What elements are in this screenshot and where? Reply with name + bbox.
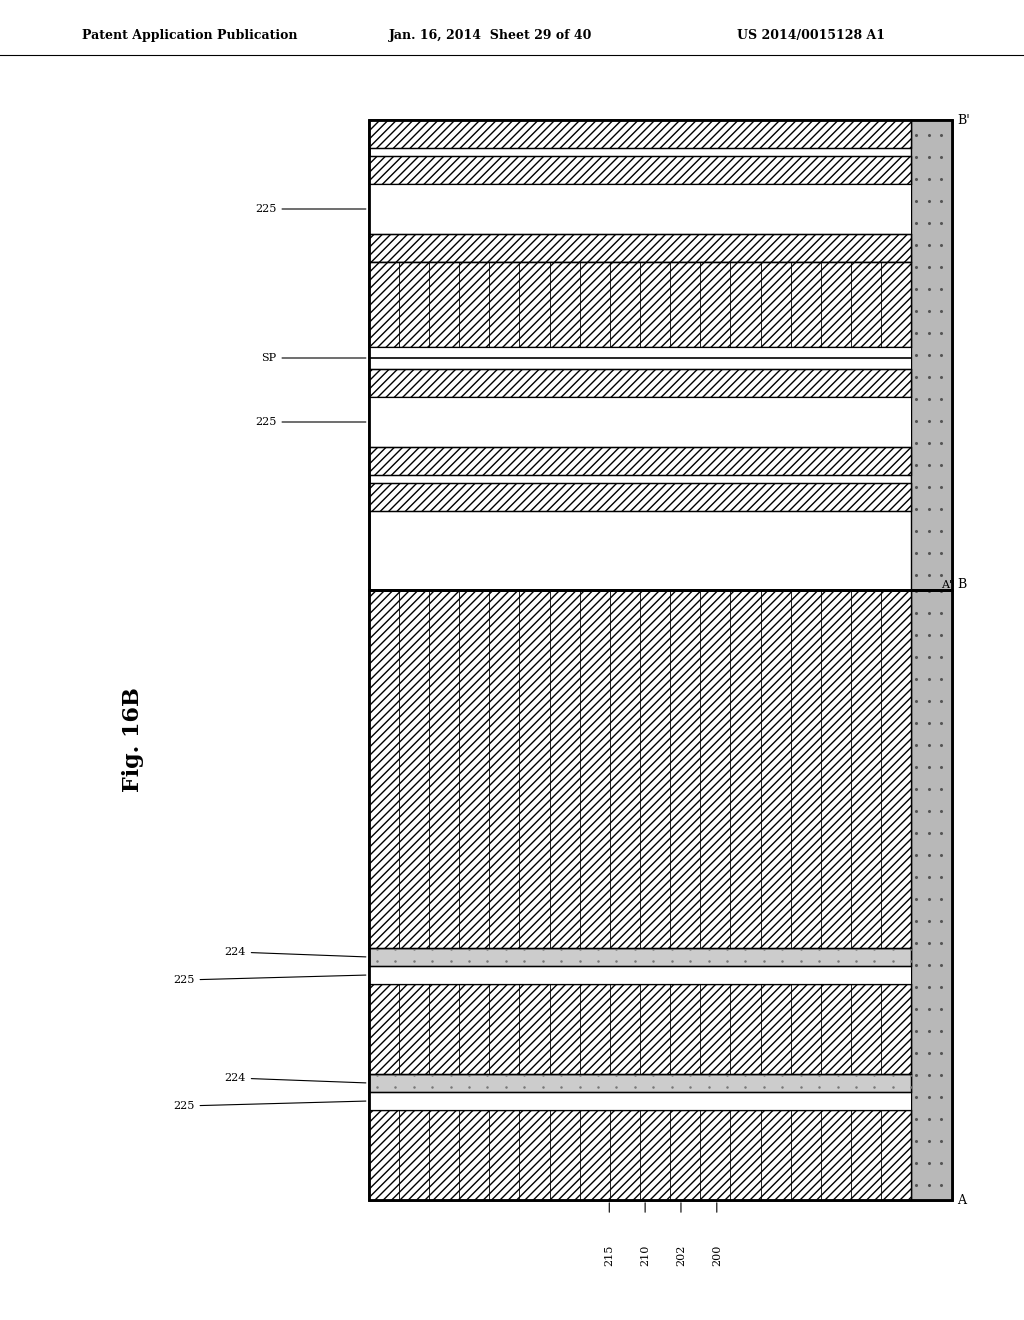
Text: A: A: [957, 1193, 967, 1206]
Bar: [369, 120, 952, 590]
Text: 215: 215: [604, 1245, 614, 1266]
Text: B: B: [957, 578, 967, 591]
Bar: [369, 447, 911, 475]
Text: 225: 225: [255, 417, 366, 426]
Bar: [369, 1110, 911, 1200]
Bar: [369, 983, 911, 1074]
Bar: [369, 590, 952, 1200]
Bar: [369, 483, 911, 511]
Text: 224: 224: [224, 1073, 366, 1082]
Bar: [369, 590, 952, 1200]
Bar: [369, 183, 911, 234]
Text: 225: 225: [173, 1101, 366, 1111]
Bar: [369, 120, 952, 590]
Text: A': A': [941, 579, 952, 590]
Bar: [369, 370, 911, 397]
Bar: [369, 1092, 911, 1110]
Text: 210: 210: [640, 1245, 650, 1266]
Bar: [911, 590, 952, 1200]
Text: SP: SP: [261, 352, 366, 363]
Text: B': B': [957, 114, 970, 127]
Bar: [369, 590, 911, 948]
Bar: [369, 397, 911, 447]
Bar: [369, 966, 911, 983]
Bar: [369, 120, 911, 148]
Bar: [369, 234, 911, 261]
Text: 224: 224: [224, 946, 366, 957]
Text: 200: 200: [712, 1245, 722, 1266]
Text: US 2014/0015128 A1: US 2014/0015128 A1: [737, 29, 886, 41]
Text: 202: 202: [676, 1245, 686, 1266]
Bar: [369, 948, 911, 966]
Text: Patent Application Publication: Patent Application Publication: [82, 29, 297, 41]
Text: 225: 225: [173, 975, 366, 985]
Bar: [369, 156, 911, 183]
Text: 225: 225: [255, 205, 366, 214]
Bar: [369, 1074, 911, 1092]
Bar: [911, 120, 952, 590]
Bar: [369, 347, 911, 370]
Text: Jan. 16, 2014  Sheet 29 of 40: Jan. 16, 2014 Sheet 29 of 40: [389, 29, 593, 41]
Bar: [369, 261, 911, 347]
Text: Fig. 16B: Fig. 16B: [122, 688, 144, 792]
